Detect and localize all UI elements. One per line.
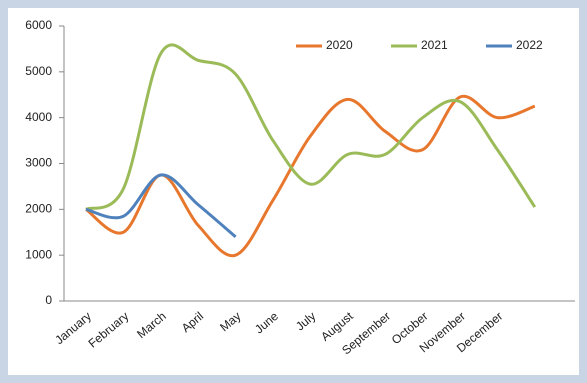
- series-line: [85, 43, 537, 211]
- series-line: [85, 173, 237, 238]
- y-tick-label: 0: [45, 293, 52, 307]
- y-tick-label: 1000: [25, 247, 52, 261]
- y-tick-label: 3000: [25, 156, 52, 170]
- legend-label: 2020: [326, 38, 353, 52]
- y-tick-label: 2000: [25, 202, 52, 216]
- legend-label: 2021: [421, 38, 448, 52]
- legend-label: 2022: [516, 38, 543, 52]
- chart-area: [8, 8, 579, 375]
- y-tick-label: 6000: [25, 18, 52, 32]
- y-tick-label: 5000: [25, 64, 52, 78]
- y-tick-label: 4000: [25, 110, 52, 124]
